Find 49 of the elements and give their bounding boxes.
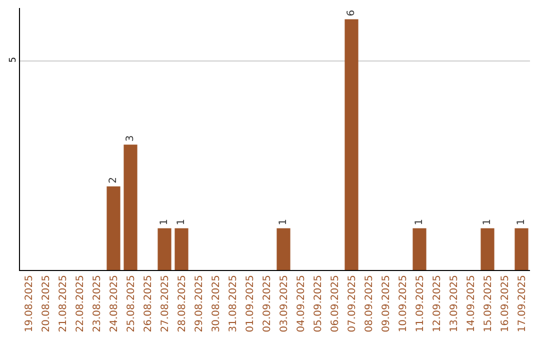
data-label: 6	[346, 10, 357, 16]
x-tick-label: 08.09.2025	[364, 275, 375, 332]
x-tick-label: 15.09.2025	[482, 275, 494, 332]
x-tick-label: 16.09.2025	[500, 275, 511, 332]
x-tick-label: 13.09.2025	[448, 275, 460, 332]
x-tick-label: 14.09.2025	[466, 275, 477, 332]
x-tick-label: 20.08.2025	[40, 275, 52, 332]
bar	[276, 228, 290, 270]
data-label: 2	[108, 177, 119, 184]
x-tick-label: 11.09.2025	[414, 275, 426, 332]
bar	[412, 228, 426, 270]
x-tick-label: 06.09.2025	[330, 275, 341, 332]
x-tick-label: 01.09.2025	[244, 275, 256, 332]
x-tick-label: 02.09.2025	[262, 275, 273, 332]
x-tick-label: 29.08.2025	[194, 275, 205, 332]
x-tick-label: 30.08.2025	[210, 275, 222, 332]
data-label: 1	[278, 218, 289, 226]
x-tick-label: 26.08.2025	[142, 275, 154, 332]
bar	[158, 228, 172, 270]
y-tick-label: 5	[8, 56, 18, 63]
x-tick-label: 03.09.2025	[278, 275, 290, 332]
x-tick-label: 12.09.2025	[432, 275, 443, 332]
data-label: 1	[414, 218, 425, 226]
bar	[174, 228, 188, 270]
x-tick-label: 05.09.2025	[312, 275, 324, 332]
x-tick-label: 17.09.2025	[516, 275, 528, 332]
bar	[344, 19, 358, 270]
x-tick-label: 22.08.2025	[74, 275, 86, 332]
x-tick-label: 21.08.2025	[58, 275, 69, 332]
x-tick-label: 31.08.2025	[228, 275, 239, 332]
x-tick-label: 07.09.2025	[346, 275, 358, 332]
data-label: 1	[159, 218, 170, 226]
data-label: 1	[176, 218, 187, 226]
x-tick-label: 19.08.2025	[24, 275, 35, 332]
data-label: 1	[516, 218, 527, 226]
data-label: 1	[482, 218, 493, 226]
x-tick-label: 24.08.2025	[108, 275, 120, 332]
x-tick-label: 25.08.2025	[126, 275, 137, 332]
x-tick-label: 10.09.2025	[398, 275, 409, 332]
bar	[106, 186, 120, 270]
x-tick-label: 09.09.2025	[380, 275, 392, 332]
x-tick-label: 27.08.2025	[160, 275, 171, 332]
x-tick-label: 23.08.2025	[92, 275, 103, 332]
x-tick-label: 28.08.2025	[176, 275, 188, 332]
bar	[514, 228, 528, 270]
x-tick-label: 04.09.2025	[296, 275, 307, 332]
bar	[480, 228, 494, 270]
data-label: 3	[125, 135, 136, 142]
bar	[124, 144, 138, 270]
